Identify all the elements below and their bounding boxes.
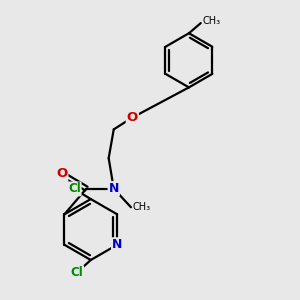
Text: CH₃: CH₃ (202, 16, 220, 26)
Text: Cl: Cl (70, 266, 83, 279)
Text: Cl: Cl (68, 182, 81, 195)
Text: O: O (127, 111, 138, 124)
Text: N: N (112, 238, 122, 251)
Text: CH₃: CH₃ (133, 202, 151, 212)
Text: N: N (109, 182, 119, 195)
Text: O: O (56, 167, 68, 180)
